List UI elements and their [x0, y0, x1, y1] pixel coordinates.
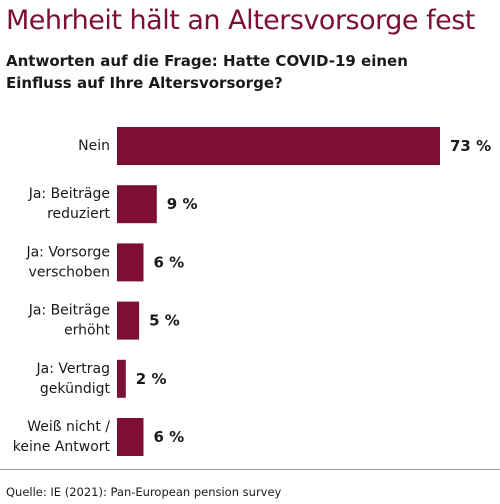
- bar: [117, 185, 157, 224]
- chart-title: Mehrheit hält an Altersvorsorge fest: [6, 5, 475, 36]
- bar: [117, 418, 144, 456]
- bar: [117, 127, 440, 165]
- bar-value-label: 2 %: [136, 370, 167, 388]
- bar: [117, 243, 144, 282]
- bar-chart: 73 % Nein 9 % Ja: Beiträge reduziert 6 % Ja: V…: [13, 127, 491, 456]
- source-note: Quelle: IE (2021): Pan-European pension …: [6, 485, 282, 499]
- bar-value-label: 6 %: [154, 428, 185, 446]
- category-label: Ja: Beiträge: [28, 186, 110, 202]
- category-label: Nein: [78, 138, 110, 154]
- category-label: Weiß nicht /: [27, 419, 110, 435]
- category-label: Ja: Beiträge: [28, 303, 110, 319]
- chart-subtitle: Antworten auf die Frage: Hatte COVID-19 …: [6, 52, 408, 92]
- bar-value-label: 6 %: [154, 253, 185, 271]
- bar-value-label: 5 %: [149, 312, 180, 330]
- bar-value-label: 73 %: [450, 137, 491, 155]
- bar: [117, 359, 126, 398]
- bar-value-label: 9 %: [167, 195, 198, 213]
- footer-divider: [0, 469, 500, 470]
- category-label: Ja: Vertrag: [36, 361, 110, 377]
- category-label: keine Antwort: [13, 439, 111, 455]
- category-label: verschoben: [29, 264, 110, 280]
- bar: [117, 301, 140, 340]
- category-label: Ja: Vorsorge: [25, 244, 110, 260]
- category-label: reduziert: [47, 206, 110, 222]
- category-label: gekündigt: [40, 381, 111, 397]
- category-label: erhöht: [64, 323, 110, 339]
